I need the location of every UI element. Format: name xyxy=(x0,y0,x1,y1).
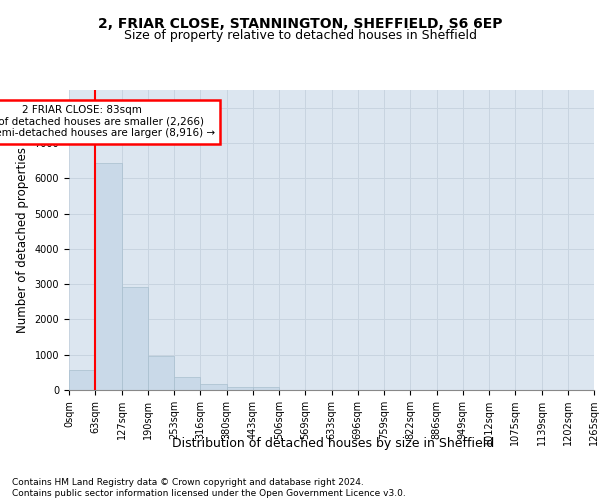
Text: 2 FRIAR CLOSE: 83sqm
← 20% of detached houses are smaller (2,266)
79% of semi-de: 2 FRIAR CLOSE: 83sqm ← 20% of detached h… xyxy=(0,105,215,138)
Bar xyxy=(174,378,200,390)
Text: Contains HM Land Registry data © Crown copyright and database right 2024.
Contai: Contains HM Land Registry data © Crown c… xyxy=(12,478,406,498)
Bar xyxy=(253,388,279,390)
Text: 2, FRIAR CLOSE, STANNINGTON, SHEFFIELD, S6 6EP: 2, FRIAR CLOSE, STANNINGTON, SHEFFIELD, … xyxy=(98,18,502,32)
Text: Distribution of detached houses by size in Sheffield: Distribution of detached houses by size … xyxy=(172,438,494,450)
Bar xyxy=(227,386,253,390)
Y-axis label: Number of detached properties: Number of detached properties xyxy=(16,147,29,333)
Text: Size of property relative to detached houses in Sheffield: Size of property relative to detached ho… xyxy=(124,29,476,42)
Bar xyxy=(200,384,227,390)
Bar xyxy=(148,356,174,390)
Bar xyxy=(121,287,148,390)
Bar xyxy=(95,164,121,390)
Bar xyxy=(69,370,95,390)
